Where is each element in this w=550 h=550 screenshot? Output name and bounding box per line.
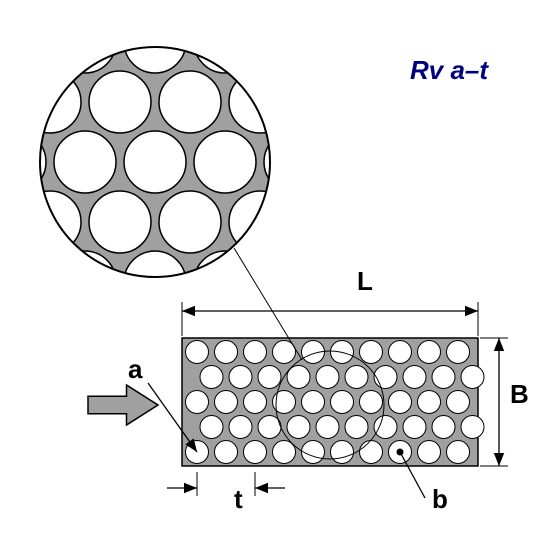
label-t: t [234,484,243,515]
label-a: a [128,354,142,385]
label-L: L [357,266,373,297]
label-B: B [510,379,529,410]
title-label: Rv a–t [410,55,488,86]
label-b: b [432,484,448,515]
